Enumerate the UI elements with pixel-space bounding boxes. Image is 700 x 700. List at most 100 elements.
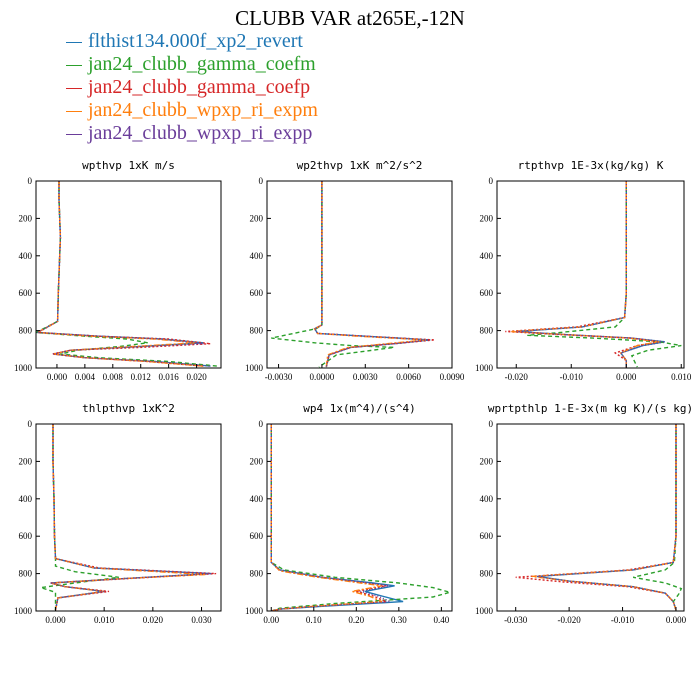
legend-entry-2: jan24_clubb_gamma_coefm [66, 53, 318, 76]
y-tick-label: 400 [480, 251, 494, 261]
y-tick-label: 1000 [245, 606, 264, 616]
y-tick-label: 1000 [475, 363, 494, 373]
x-tick-label: 0.004 [75, 372, 96, 382]
x-tick-label: 0.000 [616, 372, 637, 382]
x-tick-label: 0.016 [159, 372, 180, 382]
series-group [270, 424, 452, 611]
panel-frame [35, 180, 222, 369]
y-tick-label: 600 [480, 288, 494, 298]
y-tick-label: 0 [28, 419, 33, 429]
legend-label-4: jan24_clubb_wpxp_ri_expm [88, 99, 318, 121]
series-line-4 [36, 181, 204, 367]
x-tick-label: -0.0030 [265, 372, 293, 382]
series-line-3 [50, 424, 217, 611]
x-tick-label: 0.012 [131, 372, 151, 382]
y-tick-label: 0 [259, 419, 264, 429]
series-line-5 [313, 181, 429, 368]
panel-frame [496, 180, 685, 369]
x-tick-label: 0.010 [94, 615, 115, 625]
panel-title: wprtpthlp 1-E-3x(m kg K)/(s kg) [488, 402, 693, 415]
legend-label-1: flthist134.000f_xp2_revert [88, 30, 303, 52]
x-tick-label: 0.20 [348, 615, 364, 625]
series-line-5 [536, 424, 677, 611]
panel-1: wpthvp 1xK m/s 0 200 400 600 800 1000 0.000 0.00… [14, 159, 222, 382]
series-line-5 [270, 424, 391, 611]
y-tick-label: 600 [19, 288, 33, 298]
y-tick-label: 1000 [14, 363, 33, 373]
series-line-3 [515, 424, 677, 611]
panel-frame [266, 423, 453, 612]
legend-swatch-1 [66, 41, 82, 43]
y-tick-label: 1000 [245, 363, 264, 373]
panel-title: wp4 1x(m^4)/(s^4) [303, 402, 416, 415]
y-tick-label: 400 [480, 494, 494, 504]
x-tick-label: 0.000 [47, 372, 68, 382]
x-tick-label: 0.008 [103, 372, 124, 382]
series-group [505, 181, 682, 368]
y-tick-label: 600 [250, 531, 264, 541]
x-tick-label: 0.30 [391, 615, 407, 625]
y-tick-label: 800 [250, 326, 264, 336]
panel-title: rtpthvp 1E-3x(kg/kg) K [518, 159, 664, 172]
legend-swatch-4 [66, 110, 82, 112]
x-tick-label: -0.010 [560, 372, 584, 382]
y-tick-label: 200 [480, 456, 494, 466]
legend-swatch-5 [66, 133, 82, 135]
series-line-5 [516, 181, 665, 368]
series-group [40, 424, 217, 611]
x-tick-label: 0.010 [671, 372, 692, 382]
panel-3: rtpthvp 1E-3x(kg/kg) K 0 200 400 600 800 1000 -… [475, 159, 692, 382]
y-tick-label: 200 [250, 213, 264, 223]
legend-label-3: jan24_clubb_gamma_coefp [88, 76, 311, 98]
y-tick-label: 600 [250, 288, 264, 298]
x-tick-label: -0.020 [558, 615, 582, 625]
y-tick-label: 600 [480, 531, 494, 541]
series-line-3 [270, 424, 387, 611]
series-line-5 [50, 424, 212, 611]
x-tick-label: 0.000 [45, 615, 66, 625]
panel-frame [35, 423, 222, 612]
y-tick-label: 200 [250, 456, 264, 466]
y-tick-label: 0 [489, 419, 494, 429]
x-tick-label: 0.40 [433, 615, 449, 625]
legend-label-5: jan24_clubb_wpxp_ri_expp [88, 122, 313, 144]
panel-frame [266, 180, 453, 369]
y-tick-label: 600 [19, 531, 33, 541]
x-tick-label: 0.0090 [440, 372, 465, 382]
x-tick-label: 0.0000 [310, 372, 335, 382]
x-tick-label: 0.020 [143, 615, 164, 625]
y-tick-label: 800 [250, 569, 264, 579]
x-tick-label: -0.010 [611, 615, 635, 625]
series-group [271, 181, 435, 368]
panel-frame [496, 423, 685, 612]
series-line-2 [527, 181, 682, 368]
series-line-4 [531, 424, 677, 611]
y-tick-label: 0 [259, 176, 264, 186]
series-line-1 [536, 424, 677, 611]
panel-4: thlpthvp 1xK^2 0 200 400 600 800 1000 0.000 0.01… [14, 402, 222, 625]
x-tick-label: 0.00 [263, 615, 279, 625]
y-tick-label: 1000 [475, 606, 494, 616]
panel-title: wp2thvp 1xK m^2/s^2 [297, 159, 423, 172]
y-tick-label: 800 [19, 569, 33, 579]
series-group [36, 181, 218, 367]
legend-entry-3: jan24_clubb_gamma_coefp [66, 76, 318, 99]
chart-title: CLUBB VAR at265E,-12N [235, 6, 465, 30]
series-line-2 [633, 424, 683, 611]
legend: flthist134.000f_xp2_revert jan24_clubb_g… [66, 30, 318, 145]
y-tick-label: 0 [489, 176, 494, 186]
y-tick-label: 800 [19, 326, 33, 336]
legend-label-2: jan24_clubb_gamma_coefm [88, 53, 316, 75]
legend-entry-5: jan24_clubb_wpxp_ri_expp [66, 122, 318, 145]
x-tick-label: 0.020 [186, 372, 207, 382]
x-tick-label: -0.030 [504, 615, 528, 625]
x-tick-label: 0.0030 [353, 372, 378, 382]
y-tick-label: 400 [19, 251, 33, 261]
x-tick-label: 0.10 [306, 615, 322, 625]
series-group [515, 424, 683, 611]
panel-title: wpthvp 1xK m/s [82, 159, 175, 172]
y-tick-label: 200 [480, 213, 494, 223]
series-line-2 [271, 181, 395, 368]
y-tick-label: 200 [19, 213, 33, 223]
